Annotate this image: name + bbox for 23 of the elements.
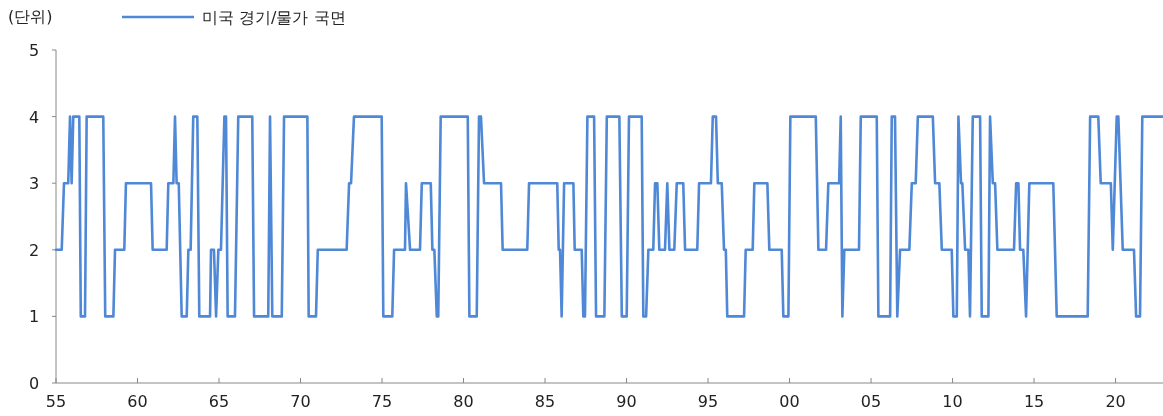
legend-label: 미국 경기/물가 국면 <box>202 8 346 27</box>
x-tick-label: 95 <box>697 392 719 411</box>
x-tick-label: 90 <box>616 392 637 411</box>
x-tick-label: 10 <box>942 392 963 411</box>
y-tick-label: 4 <box>28 107 40 127</box>
y-tick-label: 5 <box>28 41 40 60</box>
x-tick-label: 60 <box>127 392 148 411</box>
y-tick-label: 3 <box>28 174 40 194</box>
x-tick-label: 15 <box>1023 392 1045 411</box>
x-tick-label: 75 <box>371 392 393 411</box>
x-tick-label: 00 <box>779 392 800 411</box>
x-tick-label: 70 <box>290 392 311 411</box>
y-tick-label: 0 <box>28 374 40 393</box>
x-tick-label: 85 <box>534 392 556 411</box>
x-tick-label: 55 <box>45 392 67 411</box>
y-tick-label: 1 <box>28 307 40 327</box>
y-tick-label: 2 <box>28 240 40 260</box>
x-tick-label: 80 <box>453 392 474 411</box>
legend-item: 미국 경기/물가 국면 <box>122 8 346 27</box>
x-tick-label: 20 <box>1105 392 1126 411</box>
x-tick-label: 65 <box>208 392 230 411</box>
y-axis-title: (단위) <box>8 7 53 26</box>
x-tick-label: 05 <box>860 392 882 411</box>
